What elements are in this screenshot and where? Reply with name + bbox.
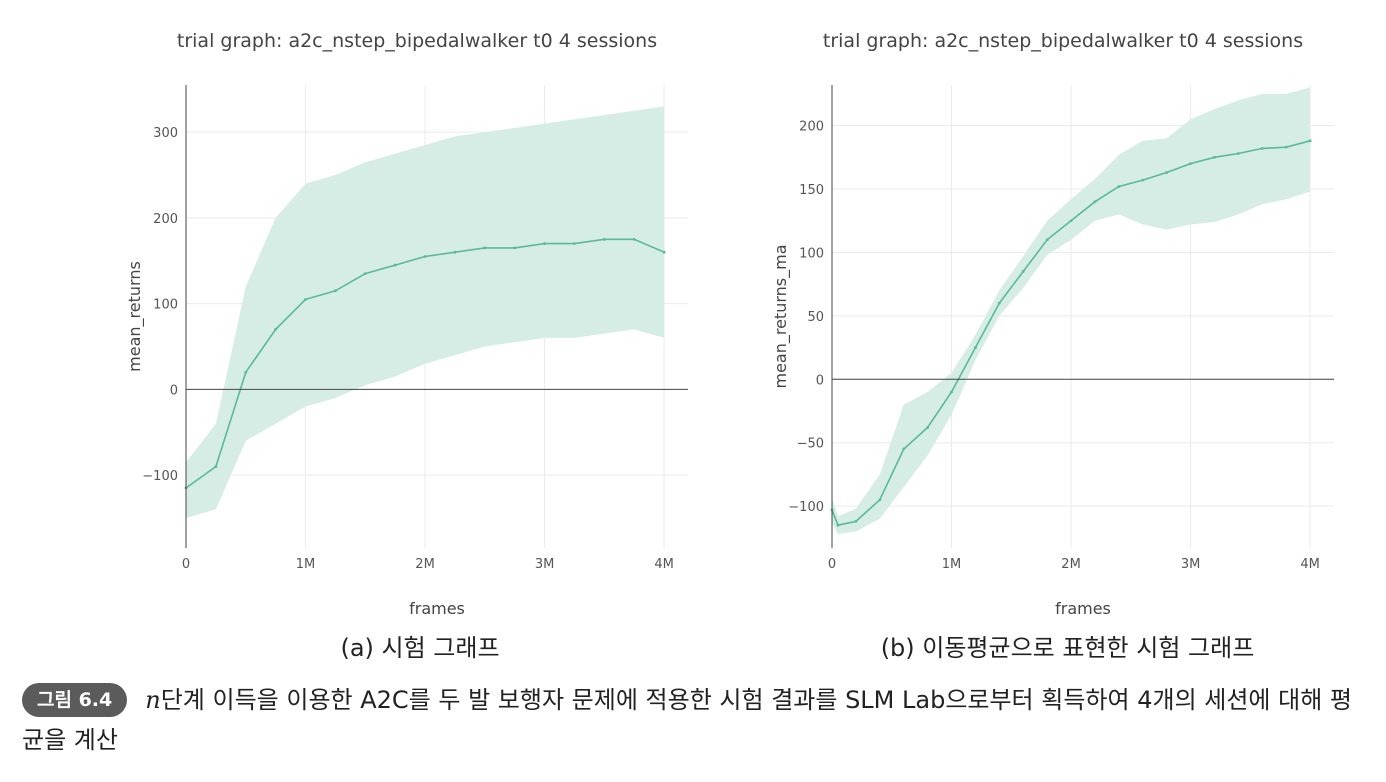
- chart-a-x-tick-label: 1M: [296, 557, 316, 572]
- chart-b-series-0-point: [836, 523, 840, 527]
- chart-b-y-tick-label: −50: [797, 437, 824, 452]
- chart-b-series-0-point: [854, 519, 858, 523]
- chart-b-series-0-point: [950, 390, 953, 394]
- figure-caption: 그림 6.4 n단계 이득을 이용한 A2C를 두 발 보행자 문제에 적용한 시…: [22, 680, 1372, 760]
- chart-b-series-0-point: [997, 301, 1001, 305]
- chart-b-y-tick-label: 200: [799, 120, 824, 135]
- chart-a-series-0-point: [244, 370, 248, 374]
- caption-italic-n: n: [145, 686, 161, 714]
- chart-b-series-0-point: [926, 426, 930, 429]
- chart-b-x-tick-label: 0: [828, 557, 836, 572]
- chart-a-series-0-point: [453, 250, 457, 254]
- chart-b-series-0-point: [1260, 147, 1264, 150]
- caption-text: 단계 이득을 이용한 A2C를 두 발 보행자 문제에 적용한 시험 결과를 S…: [22, 686, 1353, 754]
- chart-b-y-axis-label: mean_returns_ma: [771, 244, 791, 388]
- chart-b-x-tick-label: 1M: [942, 557, 962, 572]
- chart-a-title: trial graph: a2c_nstep_bipedalwalker t0 …: [177, 30, 657, 52]
- chart-b-series-0-point: [1213, 155, 1216, 159]
- chart-b-series-0-point: [1141, 178, 1145, 182]
- chart-b-series-0-point: [1308, 139, 1312, 143]
- chart-a-y-tick-label: 300: [153, 126, 178, 141]
- chart-a-x-tick-label: 0: [182, 557, 190, 572]
- chart-a-series-0-point: [423, 255, 427, 258]
- chart-b-series-0-point: [1189, 162, 1192, 166]
- chart-a-series-0-point: [573, 242, 576, 246]
- chart-b-series-0-point: [1236, 152, 1240, 155]
- chart-a: 0 1M 2M 3M 4M −100 0 100 200 300 trial graph: a2c_…: [125, 30, 688, 618]
- subcaption-a: (a) 시험 그래프: [340, 634, 500, 662]
- chart-b-series-0-point: [902, 447, 906, 451]
- chart-b-series-0-line: [831, 140, 1311, 527]
- chart-b-y-tick-label: 50: [807, 310, 824, 325]
- chart-a-series-0-point: [632, 237, 636, 241]
- chart-b-y-tick-label: 150: [799, 183, 824, 198]
- chart-b-y-tick-label: 0: [816, 373, 824, 388]
- chart-a-x-tick-label: 3M: [535, 557, 555, 572]
- chart-b-x-tick-label: 2M: [1061, 557, 1081, 572]
- chart-a-x-axis-label: frames: [409, 599, 465, 618]
- chart-b-series-0-point: [1045, 238, 1049, 242]
- chart-a-series-0-point: [483, 246, 487, 250]
- chart-a-series-0-point: [274, 327, 278, 331]
- chart-a-series-0-point: [662, 250, 666, 254]
- chart-a-series-0-point: [602, 237, 606, 241]
- chart-b-series-0-point: [1069, 219, 1073, 223]
- chart-b-y-tick-label: 100: [799, 246, 824, 261]
- chart-b-series-0-point: [1284, 145, 1288, 149]
- chart-b-x-tick-label: 3M: [1181, 557, 1201, 572]
- chart-a-series-0-point: [543, 242, 546, 246]
- chart-a-y-tick-label: −100: [142, 469, 178, 484]
- chart-b-series-0-point: [1165, 171, 1169, 174]
- chart-b-series-0-point: [1021, 270, 1025, 273]
- chart-a-series-0-point: [214, 465, 218, 468]
- chart-a-series-0-point: [513, 246, 517, 250]
- chart-b-series-0-band: [832, 87, 1311, 534]
- subcaption-b: (b) 이동평균으로 표현한 시험 그래프: [880, 634, 1255, 662]
- chart-a-series-0-point: [334, 289, 337, 293]
- chart-b-series-0-point: [1093, 200, 1097, 204]
- chart-b-x-axis-label: frames: [1055, 599, 1111, 618]
- chart-b-series-0-point: [974, 346, 977, 349]
- chart-a-series-0-point: [363, 272, 367, 276]
- chart-b-series-0-point: [878, 498, 882, 502]
- chart-a-y-tick-label: 0: [170, 383, 178, 398]
- chart-a-x-tick-label: 4M: [654, 557, 674, 572]
- chart-b-series-0-point: [1117, 185, 1121, 188]
- figure-badge: 그림 6.4: [22, 683, 128, 717]
- chart-a-series-0-point: [393, 263, 397, 267]
- chart-b-title: trial graph: a2c_nstep_bipedalwalker t0 …: [823, 30, 1303, 52]
- chart-a-series-0-band: [186, 106, 665, 519]
- chart-b-y-tick-label: −100: [788, 500, 824, 515]
- chart-b: 0 1M 2M 3M 4M −100 −50 0 50 100 150 200 trial graph:…: [771, 30, 1334, 618]
- chart-a-y-tick-label: 100: [153, 298, 178, 313]
- chart-a-y-tick-label: 200: [153, 212, 178, 227]
- chart-a-y-axis-label: mean_returns: [125, 261, 145, 372]
- chart-a-series-0-point: [304, 297, 307, 301]
- chart-b-x-tick-label: 4M: [1300, 557, 1320, 572]
- chart-a-x-tick-label: 2M: [415, 557, 435, 572]
